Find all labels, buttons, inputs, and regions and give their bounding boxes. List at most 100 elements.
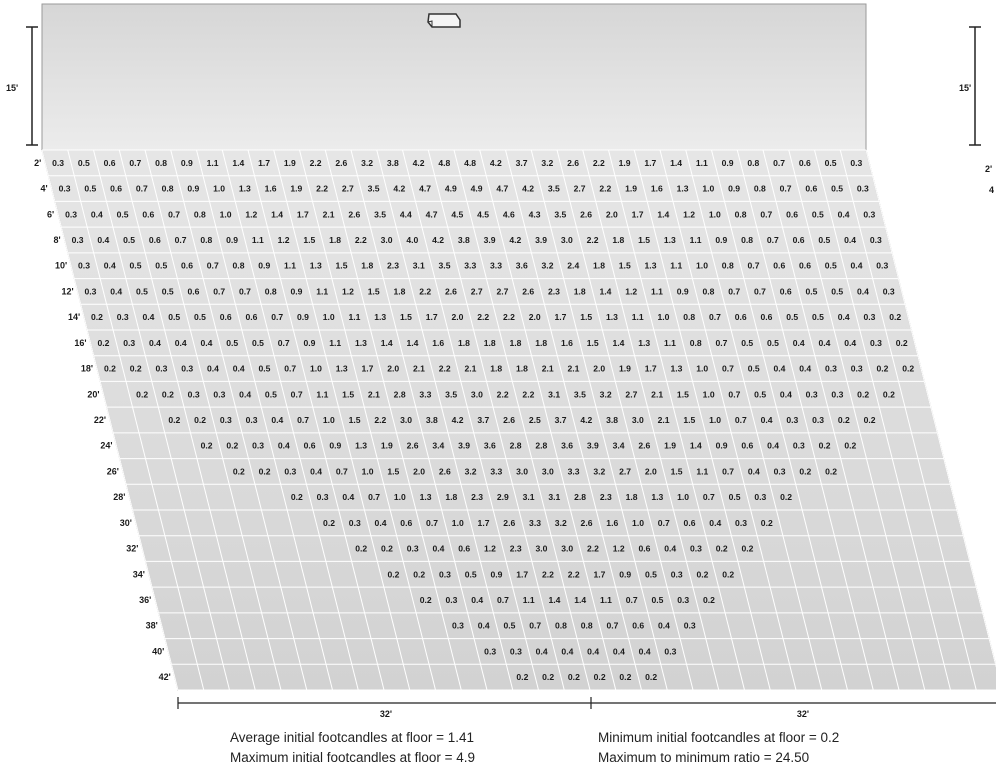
- footcandle-value: 1.7: [594, 569, 606, 579]
- footcandle-value: 0.4: [561, 646, 573, 656]
- footcandle-value: 0.5: [130, 261, 142, 271]
- footcandle-value: 1.0: [702, 184, 714, 194]
- footcandle-value: 2.1: [542, 364, 554, 374]
- footcandle-value: 3.1: [548, 492, 560, 502]
- footcandle-value: 0.8: [200, 235, 212, 245]
- footcandle-value: 0.2: [388, 569, 400, 579]
- footcandle-value: 0.6: [188, 286, 200, 296]
- footcandle-value: 1.1: [316, 389, 328, 399]
- grid-column-line: [402, 149, 539, 691]
- footcandle-value: 0.3: [181, 364, 193, 374]
- footcandle-value: 0.5: [818, 235, 830, 245]
- footcandle-value: 0.7: [735, 415, 747, 425]
- footcandle-value: 1.0: [677, 492, 689, 502]
- footcandle-value: 3.9: [484, 235, 496, 245]
- footcandle-value: 1.4: [406, 338, 418, 348]
- footcandle-value: 0.7: [626, 595, 638, 605]
- footcandle-value: 0.4: [97, 235, 109, 245]
- footcandle-value: 0.9: [303, 338, 315, 348]
- footcandle-value: 1.0: [657, 312, 669, 322]
- footcandle-value: 0.5: [825, 261, 837, 271]
- footcandle-value: 0.7: [715, 338, 727, 348]
- footcandle-value: 0.5: [265, 389, 277, 399]
- footcandle-value: 0.3: [812, 415, 824, 425]
- footcandle-value: 1.9: [619, 364, 631, 374]
- grid-column-line: [427, 149, 565, 691]
- footcandle-value: 1.0: [696, 261, 708, 271]
- footcandle-value: 0.7: [722, 466, 734, 476]
- width-label-left: 32': [380, 709, 392, 719]
- footcandle-value: 1.5: [580, 312, 592, 322]
- footcandle-value: 0.2: [136, 389, 148, 399]
- footcandle-value: 1.7: [644, 158, 656, 168]
- row-distance-label: 24': [100, 441, 112, 451]
- footcandle-value: 1.4: [271, 209, 283, 219]
- footcandle-value: 0.3: [188, 389, 200, 399]
- footcandle-value: 0.2: [291, 492, 303, 502]
- footcandle-value: 1.9: [619, 158, 631, 168]
- footcandle-value: 2.6: [503, 518, 515, 528]
- footcandle-value: 4.5: [451, 209, 463, 219]
- footcandle-value: 0.9: [619, 569, 631, 579]
- footcandle-value: 3.2: [465, 466, 477, 476]
- grid-column-line: [273, 149, 411, 691]
- footcandle-value: 3.2: [361, 158, 373, 168]
- grid-column-line: [582, 149, 720, 691]
- footcandle-value: 0.3: [284, 466, 296, 476]
- footcandle-value: 0.3: [349, 518, 361, 528]
- footcandle-value: 2.1: [368, 389, 380, 399]
- footcandle-value: 2.2: [599, 184, 611, 194]
- footcandle-value: 2.9: [497, 492, 509, 502]
- footcandle-value: 2.5: [529, 415, 541, 425]
- grid-column-line: [659, 149, 797, 691]
- row-distance-label: 14': [68, 312, 80, 322]
- footcandle-value: 3.3: [490, 261, 502, 271]
- row-distance-label: 40': [152, 646, 164, 656]
- footcandle-value: 1.8: [329, 235, 341, 245]
- adjacent-unit-partial: 15' 2' 4: [959, 26, 994, 195]
- footcandle-value: 2.2: [419, 286, 431, 296]
- footcandle-value: 0.9: [715, 235, 727, 245]
- footcandle-value: 0.6: [799, 261, 811, 271]
- footcandle-value: 0.2: [857, 389, 869, 399]
- footcandle-value: 0.2: [876, 364, 888, 374]
- footcandle-value: 0.2: [896, 338, 908, 348]
- width-dimension: 32' 32': [177, 697, 996, 719]
- footcandle-value: 0.3: [876, 261, 888, 271]
- row-distance-label: 42': [159, 672, 171, 682]
- footcandle-value: 1.0: [310, 364, 322, 374]
- footcandle-value: 0.3: [870, 235, 882, 245]
- footcandle-value: 2.1: [413, 364, 425, 374]
- footcandle-value: 0.7: [368, 492, 380, 502]
- footcandle-value: 0.5: [465, 569, 477, 579]
- footcandle-value: 0.2: [568, 672, 580, 682]
- footcandle-value: 0.6: [104, 158, 116, 168]
- footcandle-value: 3.2: [600, 389, 612, 399]
- footcandle-value: 0.4: [613, 646, 625, 656]
- footcandle-value: 1.3: [239, 184, 251, 194]
- footcandle-value: 3.9: [535, 235, 547, 245]
- footcandle-value: 0.2: [162, 389, 174, 399]
- footcandle-value: 1.3: [374, 312, 386, 322]
- footcandle-value: 2.1: [651, 389, 663, 399]
- footcandle-values: 0.3 0.5 0.6 0.7 0.8 0.9 1.1 1.4 1.7 1.9 2.2 2.6 3.2 3…: [52, 158, 914, 682]
- footcandle-value: 0.3: [123, 338, 135, 348]
- footcandle-value: 1.2: [484, 544, 496, 554]
- footcandle-value: 1.8: [612, 235, 624, 245]
- footcandle-value: 2.0: [529, 312, 541, 322]
- footcandle-value: 3.0: [561, 235, 573, 245]
- footcandle-value: 0.2: [194, 415, 206, 425]
- stat-average: Average initial footcandles at floor = 1…: [230, 730, 474, 745]
- footcandle-value: 2.2: [522, 389, 534, 399]
- grid-column-line: [711, 149, 848, 691]
- row-distance-label: 6': [47, 209, 54, 219]
- footcandle-value: 0.4: [639, 646, 651, 656]
- footcandle-value: 0.3: [806, 389, 818, 399]
- grid-column-line: [556, 149, 694, 691]
- footcandle-value: 0.4: [664, 544, 676, 554]
- footcandle-value: 0.4: [233, 364, 245, 374]
- footcandle-value: 0.3: [155, 364, 167, 374]
- grid-column-line: [221, 149, 359, 691]
- footcandle-value: 0.5: [252, 338, 264, 348]
